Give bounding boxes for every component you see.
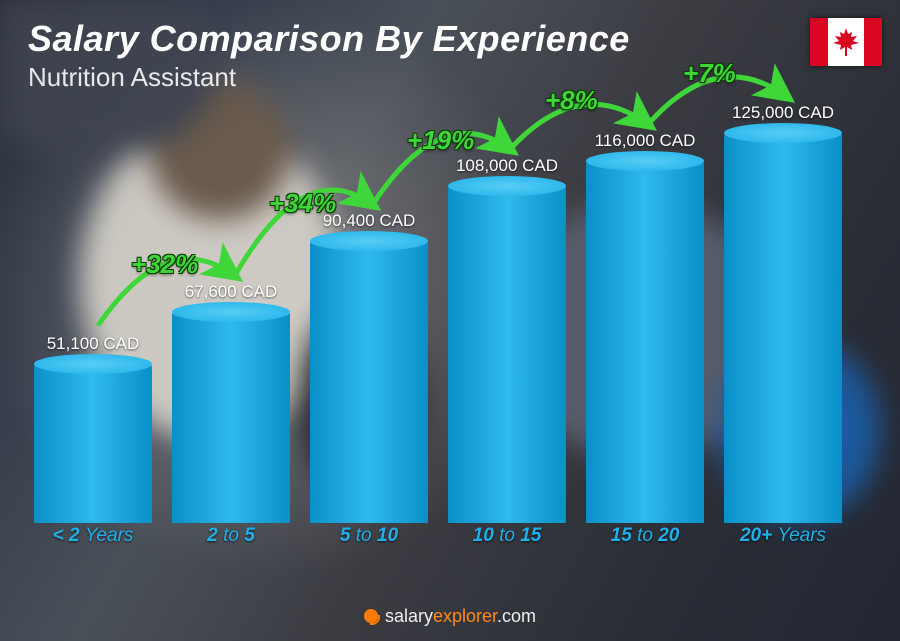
brand-part1: salary [385,606,433,626]
footer-brand: salaryexplorer.com [0,606,900,627]
logo-icon [364,609,378,623]
flag-canada [810,18,882,66]
title-block: Salary Comparison By Experience Nutritio… [28,18,630,93]
pct-arcs [30,110,846,555]
brand-part2: explorer [433,606,497,626]
brand-tld: .com [497,606,536,626]
salary-bar-chart: 51,100 CAD 67,600 CAD 90,400 CAD 108,000… [30,110,846,555]
page-title: Salary Comparison By Experience [28,18,630,60]
page-subtitle: Nutrition Assistant [28,62,630,93]
